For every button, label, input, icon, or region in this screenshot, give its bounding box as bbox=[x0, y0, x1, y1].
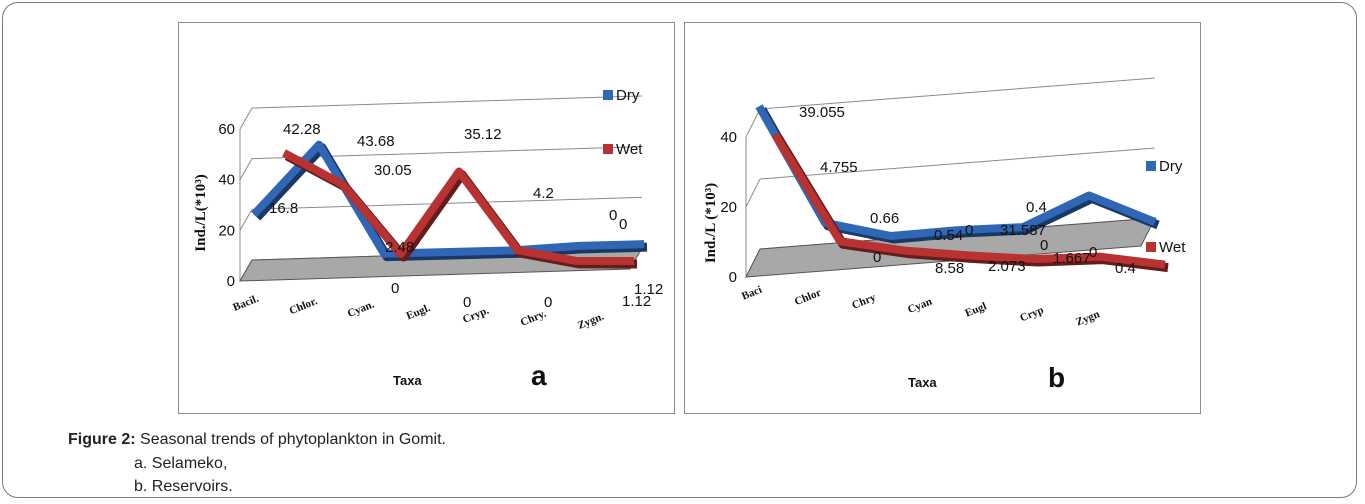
data-label: 4.755 bbox=[820, 159, 858, 176]
gridline bbox=[251, 95, 643, 109]
data-label: 1.667 bbox=[1053, 250, 1091, 267]
gridline bbox=[759, 77, 1156, 110]
panel-letter: b bbox=[1048, 362, 1065, 393]
data-label: 0 bbox=[391, 280, 399, 297]
data-label: 0 bbox=[463, 294, 471, 311]
x-tick-label: Eugl bbox=[963, 300, 988, 319]
caption-item-a: a. Selameko, bbox=[134, 455, 228, 472]
data-label: 0 bbox=[609, 207, 617, 224]
gridline-side bbox=[745, 108, 761, 138]
data-label: 31.587 bbox=[1000, 222, 1046, 239]
y-tick-label: 40 bbox=[218, 172, 235, 189]
data-label: 35.12 bbox=[464, 126, 502, 143]
y-tick-label: 20 bbox=[218, 222, 235, 239]
caption-text: Seasonal trends of phytoplankton in Gomi… bbox=[140, 431, 446, 448]
legend-swatch-dry bbox=[603, 90, 613, 100]
figure-frame bbox=[2, 2, 1357, 498]
x-tick-label: Zygn bbox=[1074, 308, 1101, 328]
data-label: 0.66 bbox=[870, 210, 899, 227]
y-axis-title: Ind./L (*10³) bbox=[703, 183, 719, 263]
data-label: 30.05 bbox=[374, 162, 412, 179]
data-label: 8.58 bbox=[935, 260, 964, 277]
data-label: 16.8 bbox=[269, 200, 298, 217]
data-label: 0.4 bbox=[1026, 199, 1047, 216]
x-tick-label: Baci bbox=[740, 284, 764, 303]
legend-label-dry: Dry bbox=[1159, 158, 1183, 175]
y-tick-label: 60 bbox=[218, 121, 235, 138]
data-label: 39.055 bbox=[799, 104, 845, 121]
data-label: 43.68 bbox=[357, 133, 395, 150]
data-label: 0 bbox=[965, 222, 973, 239]
legend-label-dry: Dry bbox=[616, 87, 640, 104]
data-label: 0.4 bbox=[1115, 260, 1136, 277]
legend-swatch-wet bbox=[603, 144, 613, 154]
legend-swatch-dry bbox=[1146, 161, 1156, 171]
panel-letter: a bbox=[531, 360, 547, 391]
x-tick-label: Cryp bbox=[1018, 304, 1045, 324]
data-label: 2.073 bbox=[988, 258, 1026, 275]
legend-label-wet: Wet bbox=[616, 141, 643, 158]
data-label: 0 bbox=[873, 249, 881, 266]
data-label: 0 bbox=[544, 294, 552, 311]
legend-swatch-wet bbox=[1146, 242, 1156, 252]
x-tick-label: Chlor bbox=[793, 287, 823, 308]
series-shadow-dry bbox=[253, 143, 648, 262]
data-label: 1.12 bbox=[622, 293, 651, 310]
x-tick-label: Chlor. bbox=[288, 295, 320, 317]
figure-caption: Figure 2: Seasonal trends of phytoplankt… bbox=[68, 429, 446, 451]
x-tick-label: Cyan. bbox=[346, 298, 377, 320]
x-axis-title: Taxa bbox=[908, 375, 937, 390]
gridline-side bbox=[239, 107, 253, 130]
gridline-side bbox=[239, 158, 253, 180]
chart-panel-a: 0 20 40 60 16.8 43.68 0 0 0 1.12 1.12 42.28 30.05 2.4… bbox=[178, 22, 675, 414]
gridline-side bbox=[239, 209, 253, 231]
data-label: 4.2 bbox=[533, 185, 554, 202]
legend-label-wet: Wet bbox=[1159, 239, 1186, 256]
chart-panel-b: 0 20 40 39.055 4.755 0 0.66 0.54 8.58 0 31.587 2.07… bbox=[684, 22, 1201, 414]
data-label: 2.48 bbox=[385, 239, 414, 256]
x-tick-label: Zygn. bbox=[576, 310, 606, 331]
data-label: 1.12 bbox=[634, 281, 663, 298]
caption-item-b: b. Reservoirs. bbox=[134, 478, 233, 495]
x-tick-label: Eugl. bbox=[405, 302, 433, 322]
y-tick-label: 0 bbox=[227, 273, 235, 290]
series-line-dry bbox=[755, 104, 1157, 240]
data-label: 42.28 bbox=[283, 121, 321, 138]
x-tick-label: Chry bbox=[850, 291, 878, 311]
gridline-side bbox=[745, 178, 761, 208]
x-tick-label: Cyan bbox=[906, 296, 934, 317]
data-label: 0 bbox=[1040, 237, 1048, 254]
x-tick-label: Chry. bbox=[519, 308, 548, 329]
y-tick-label: 40 bbox=[720, 129, 737, 146]
gridline bbox=[759, 147, 1156, 180]
y-tick-label: 0 bbox=[729, 269, 737, 286]
x-tick-label: Bacil. bbox=[231, 293, 260, 314]
data-label: 0 bbox=[1089, 244, 1097, 261]
x-axis-title: Taxa bbox=[393, 373, 422, 388]
caption-label: Figure 2: bbox=[68, 431, 136, 448]
y-tick-label: 20 bbox=[720, 199, 737, 216]
data-label: 0.54 bbox=[934, 227, 963, 244]
data-label: 0 bbox=[619, 216, 627, 233]
y-axis-title: Ind./L(*10³) bbox=[193, 174, 209, 251]
